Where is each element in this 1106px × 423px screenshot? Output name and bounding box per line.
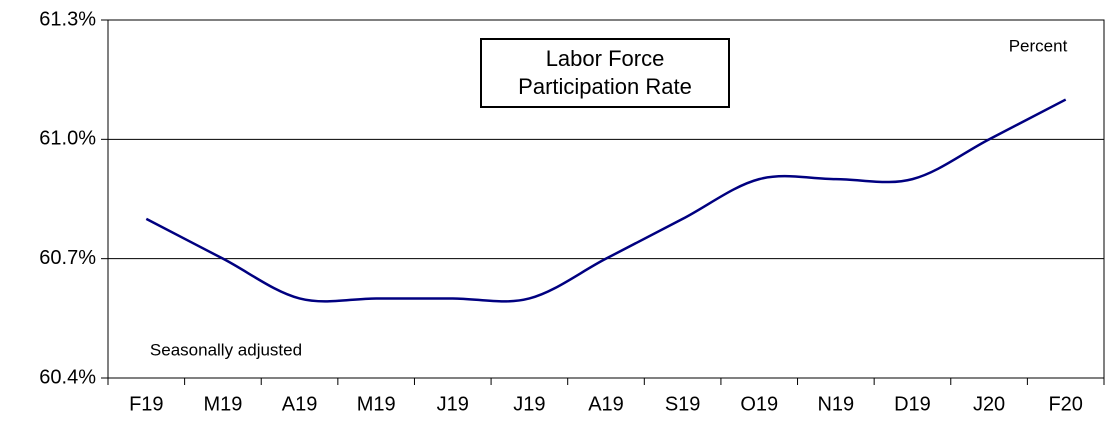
x-tick-label: F19 [129, 393, 163, 415]
plot-frame [107, 19, 1105, 379]
y-tick-label: 61.0% [39, 128, 96, 150]
y-tick-label: 61.3% [39, 8, 96, 30]
y-tick-label: 60.7% [39, 247, 96, 269]
x-tick-label: A19 [588, 393, 624, 415]
x-tick-label: J19 [437, 393, 469, 415]
title-box: Labor Force Participation Rate [480, 38, 730, 108]
x-tick-label: M19 [203, 393, 242, 415]
x-tick-label: M19 [357, 393, 396, 415]
chart-title: Labor Force Participation Rate [518, 46, 692, 99]
unit-note: Percent [1009, 36, 1068, 55]
x-tick-label: D19 [894, 393, 931, 415]
adjustment-note: Seasonally adjusted [150, 340, 302, 359]
x-tick-label: F20 [1048, 393, 1082, 415]
x-tick-label: N19 [817, 393, 854, 415]
y-tick-label: 60.4% [39, 366, 96, 388]
series-line [145, 98, 1067, 303]
x-tick-label: J19 [513, 393, 545, 415]
x-tick-label: A19 [282, 393, 318, 415]
x-tick-label: J20 [973, 393, 1005, 415]
x-tick-label: O19 [740, 393, 778, 415]
x-tick-label: S19 [665, 393, 701, 415]
